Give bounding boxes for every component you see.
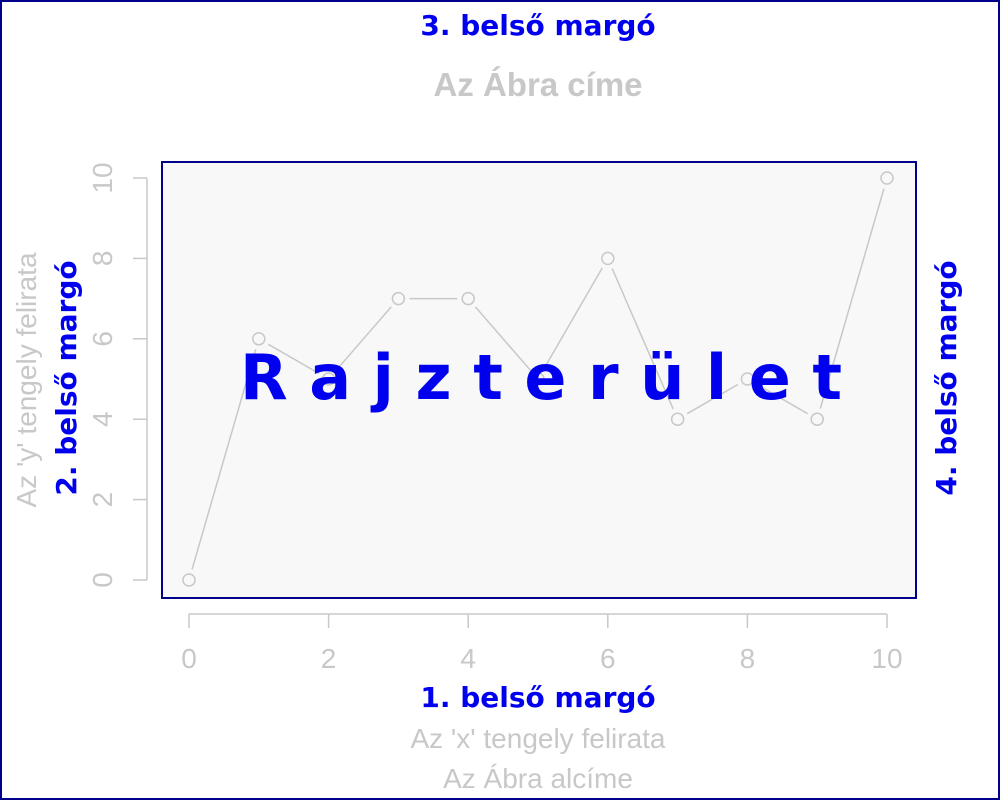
series-line-segment — [191, 349, 257, 570]
x-tick-label: 10 — [871, 643, 902, 674]
data-point — [531, 372, 545, 386]
series-line-segment — [335, 306, 392, 372]
data-point — [740, 372, 755, 386]
y-axis-label: Az 'y' tengely felirata — [11, 252, 42, 507]
y-axis-ticks: 0 2 4 6 8 10 — [87, 162, 147, 588]
x-axis-label: Az 'x' tengely felirata — [410, 723, 665, 754]
series-line-segment — [542, 267, 603, 370]
data-point — [880, 171, 894, 185]
x-tick-label: 2 — [321, 643, 337, 674]
right-margin-label: 4. belső margó — [930, 260, 963, 495]
y-tick-label: 10 — [87, 162, 118, 193]
series-line-segment — [686, 383, 739, 415]
data-series — [182, 171, 894, 587]
x-tick-label: 8 — [740, 643, 756, 674]
data-point — [252, 332, 266, 346]
bottom-margin-label: 1. belső margó — [420, 681, 655, 714]
y-tick-label: 2 — [87, 492, 118, 508]
y-tick-label: 6 — [87, 331, 118, 347]
chart-subtitle: Az Ábra alcíme — [443, 763, 633, 794]
series-line-segment — [611, 268, 674, 410]
data-point — [182, 573, 196, 587]
plot-area — [161, 161, 917, 599]
left-margin-label: 2. belső margó — [50, 260, 83, 495]
data-point — [670, 412, 685, 426]
data-point — [321, 372, 336, 386]
data-point — [601, 251, 615, 266]
series-line-segment — [819, 188, 885, 409]
x-tick-label: 4 — [460, 643, 476, 674]
x-tick-label: 0 — [181, 643, 197, 674]
y-tick-label: 0 — [87, 572, 118, 588]
y-tick-label: 4 — [87, 411, 118, 427]
series-line-segment — [474, 306, 532, 372]
series-line-segment — [756, 383, 809, 415]
data-point — [391, 291, 406, 306]
plot-area-label: R a j z t e r ü l e t — [240, 341, 842, 414]
x-axis-ticks: 0 2 4 6 8 10 — [181, 614, 903, 674]
y-tick-label: 8 — [87, 251, 118, 267]
series-line-segment — [267, 343, 320, 375]
top-margin-label: 3. belső margó — [420, 9, 655, 42]
chart-title: Az Ábra címe — [433, 66, 642, 103]
data-point — [810, 412, 824, 426]
x-tick-label: 6 — [600, 643, 616, 674]
data-point — [461, 291, 475, 306]
